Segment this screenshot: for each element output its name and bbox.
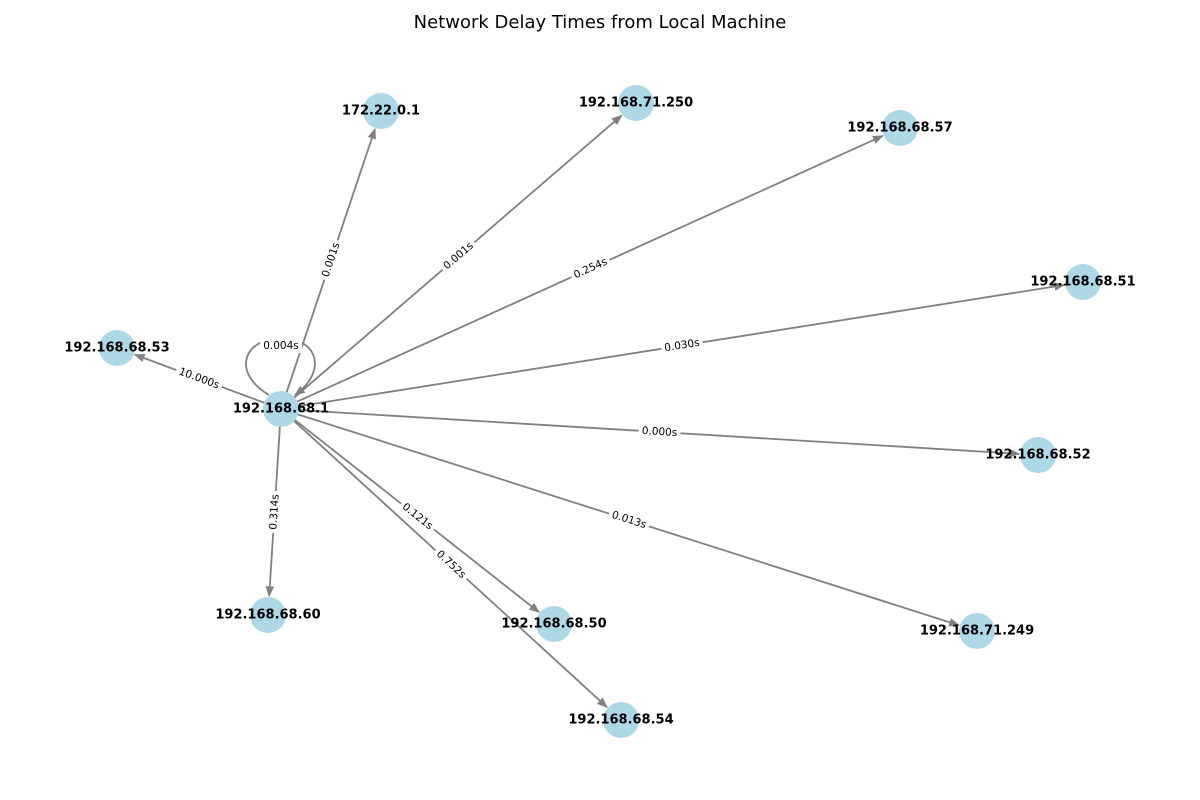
edge-label-192-168-68-60: 0.314s xyxy=(266,490,283,534)
edge-label-text: 0.254s xyxy=(572,256,609,282)
edge-label-background xyxy=(606,506,652,534)
edge-label-background xyxy=(396,498,439,535)
node-label-192-168-68-54: 192.168.68.54 xyxy=(568,713,673,728)
edge-label-172-22-0-1: 0.001s xyxy=(317,237,345,283)
edge-label-text: 0.000s xyxy=(641,425,677,439)
edge-label-192-168-68-50: 0.121s xyxy=(396,498,439,535)
edge-label-text: 0.013s xyxy=(610,509,647,531)
node-192-168-68-53 xyxy=(99,330,135,366)
node-192-168-68-60 xyxy=(250,597,286,633)
node-label-192-168-68-50: 192.168.68.50 xyxy=(501,617,606,632)
edge-label-192-168-68-54: 0.752s xyxy=(430,545,472,584)
node-192-168-71-249 xyxy=(959,613,995,649)
node-label-192-168-71-249: 192.168.71.249 xyxy=(920,624,1034,639)
node-label-192-168-68-57: 192.168.68.57 xyxy=(847,121,952,136)
node-192-168-68-51 xyxy=(1065,264,1101,300)
node-192-168-71-250 xyxy=(618,85,654,121)
node-172-22-0-1 xyxy=(363,93,399,129)
edge-label-background xyxy=(174,363,224,394)
edge-label-text: 0.001s xyxy=(320,241,343,279)
node-label-192-168-71-250: 192.168.71.250 xyxy=(579,96,693,111)
edge-label-background xyxy=(660,335,704,356)
node-label-192-168-68-1: 192.168.68.1 xyxy=(233,402,329,417)
edge-label-background xyxy=(260,339,302,353)
edge-label-text: 0.030s xyxy=(664,337,701,354)
edge-label-192-168-68-51: 0.030s xyxy=(660,335,704,356)
node-192-168-68-54 xyxy=(603,702,639,738)
edge-label-192-168-71-249: 0.013s xyxy=(606,506,652,534)
edge-label-192-168-68-53: 10.000s xyxy=(174,363,224,394)
node-192-168-68-57 xyxy=(882,110,918,146)
edge-label-background xyxy=(317,237,345,283)
node-label-192-168-68-52: 192.168.68.52 xyxy=(985,448,1090,463)
node-label-192-168-68-51: 192.168.68.51 xyxy=(1030,275,1135,290)
edge-label-background xyxy=(568,253,613,284)
chart-title: Network Delay Times from Local Machine xyxy=(413,12,787,33)
edge-label-text: 0.314s xyxy=(267,494,281,530)
edge-label-192-168-68-57: 0.254s xyxy=(568,253,613,284)
node-label-172-22-0-1: 172.22.0.1 xyxy=(342,104,420,119)
edge-label-background xyxy=(266,490,283,534)
node-192-168-68-1 xyxy=(263,391,299,427)
edge-label-text: 0.121s xyxy=(400,501,435,532)
edge-label-192-168-68-52: 0.000s xyxy=(638,423,681,441)
edge-label-self-loop: 0.004s xyxy=(260,339,302,353)
edge-label-text: 0.001s xyxy=(441,240,476,272)
edge-label-background xyxy=(430,545,472,584)
node-192-168-68-50 xyxy=(536,606,572,642)
edge-label-text: 0.004s xyxy=(263,340,299,352)
node-label-192-168-68-60: 192.168.68.60 xyxy=(215,608,320,623)
node-192-168-68-52 xyxy=(1020,437,1056,473)
edge-label-background xyxy=(438,237,479,275)
edge-label-192-168-71-250: 0.001s xyxy=(438,237,479,275)
node-label-192-168-68-53: 192.168.68.53 xyxy=(64,341,169,356)
edge-label-text: 10.000s xyxy=(177,366,221,392)
edge-label-background xyxy=(638,423,681,441)
